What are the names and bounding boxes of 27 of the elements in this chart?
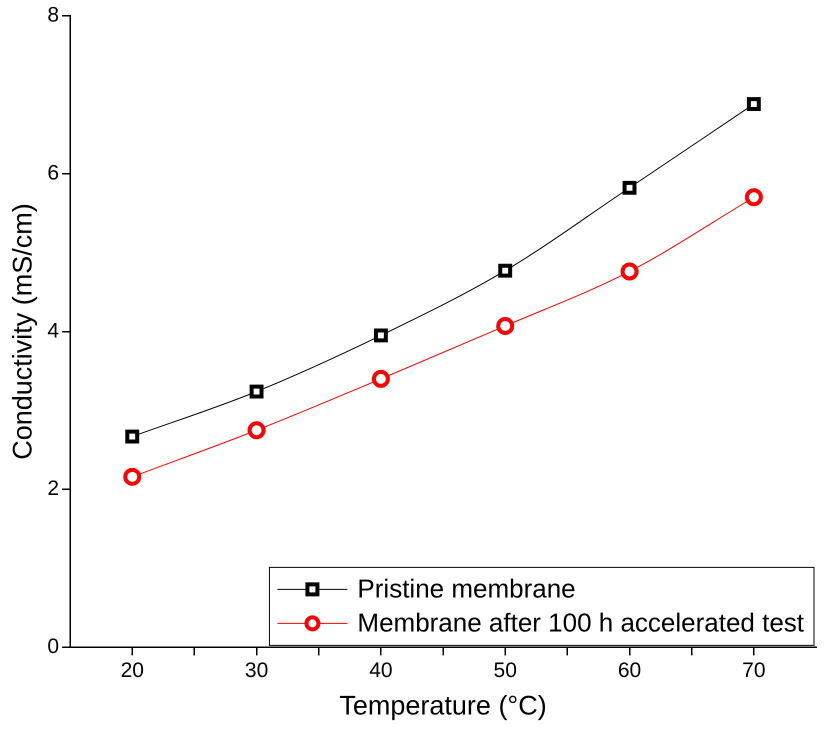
x-tick-label: 30 (244, 658, 268, 682)
point (125, 430, 140, 444)
point (498, 264, 512, 278)
y-tick-label: 6 (47, 161, 60, 184)
legend-label: Membrane after 100 h accelerated test (357, 608, 805, 638)
y-axis-title: Conductivity (mS/cm) (8, 203, 38, 460)
y-tick-label: 8 (47, 3, 60, 26)
point (746, 97, 761, 111)
y-tick-label: 2 (47, 477, 60, 500)
point (248, 421, 266, 440)
x-tick-label: 20 (120, 658, 144, 682)
y-tick-label: 0 (47, 635, 60, 658)
x-tick-label: 40 (369, 658, 393, 682)
point (123, 468, 142, 486)
point (620, 262, 639, 280)
point (744, 188, 763, 206)
point (372, 370, 390, 388)
x-tick-label: 50 (494, 658, 517, 682)
point (622, 180, 636, 195)
y-tick-label: 4 (47, 319, 60, 342)
x-tick-label: 60 (618, 658, 642, 682)
point (250, 384, 264, 398)
legend-label: Pristine membrane (357, 574, 576, 604)
point (496, 316, 514, 335)
x-tick-label: 70 (742, 658, 766, 682)
x-axis-title: Temperature (°C) (339, 690, 547, 720)
point (374, 328, 388, 342)
